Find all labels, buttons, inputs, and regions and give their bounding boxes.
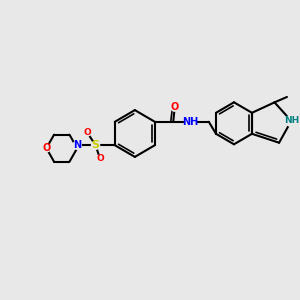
- Circle shape: [96, 154, 104, 163]
- Circle shape: [170, 103, 179, 112]
- Circle shape: [83, 128, 92, 137]
- Text: S: S: [92, 140, 100, 150]
- Text: O: O: [96, 154, 104, 163]
- Text: NH: NH: [284, 116, 299, 125]
- Text: O: O: [42, 143, 50, 153]
- Text: NH: NH: [182, 117, 199, 127]
- Circle shape: [42, 144, 51, 153]
- Circle shape: [91, 140, 100, 150]
- Circle shape: [184, 115, 197, 128]
- Text: N: N: [73, 140, 81, 150]
- Text: O: O: [83, 128, 91, 137]
- Text: O: O: [171, 102, 179, 112]
- Circle shape: [285, 115, 298, 127]
- Circle shape: [72, 140, 82, 150]
